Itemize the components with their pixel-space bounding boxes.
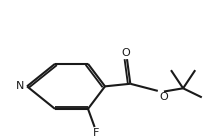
Text: O: O	[159, 91, 168, 102]
Text: F: F	[93, 128, 99, 138]
Text: N: N	[16, 81, 24, 91]
Text: O: O	[121, 48, 130, 58]
